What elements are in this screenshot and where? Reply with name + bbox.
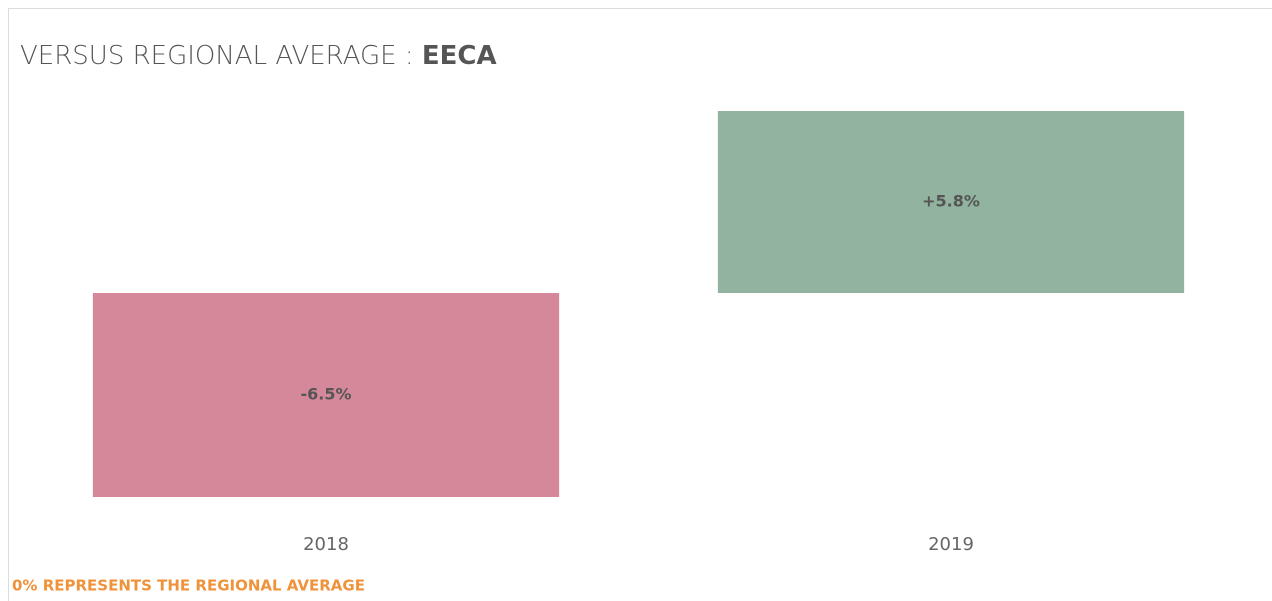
title-text: VERSUS REGIONAL AVERAGE : [20, 41, 422, 71]
title-highlight: EECA [422, 41, 497, 71]
bar [92, 293, 560, 497]
value-label: +5.8% [922, 192, 980, 211]
bar [717, 111, 1185, 294]
footnote: 0% REPRESENTS THE REGIONAL AVERAGE [12, 577, 365, 595]
x-tick-label: 2018 [303, 534, 349, 555]
chart-title: VERSUS REGIONAL AVERAGE : EECA [20, 41, 497, 71]
value-label: -6.5% [300, 385, 351, 404]
x-tick-label: 2019 [928, 534, 974, 555]
